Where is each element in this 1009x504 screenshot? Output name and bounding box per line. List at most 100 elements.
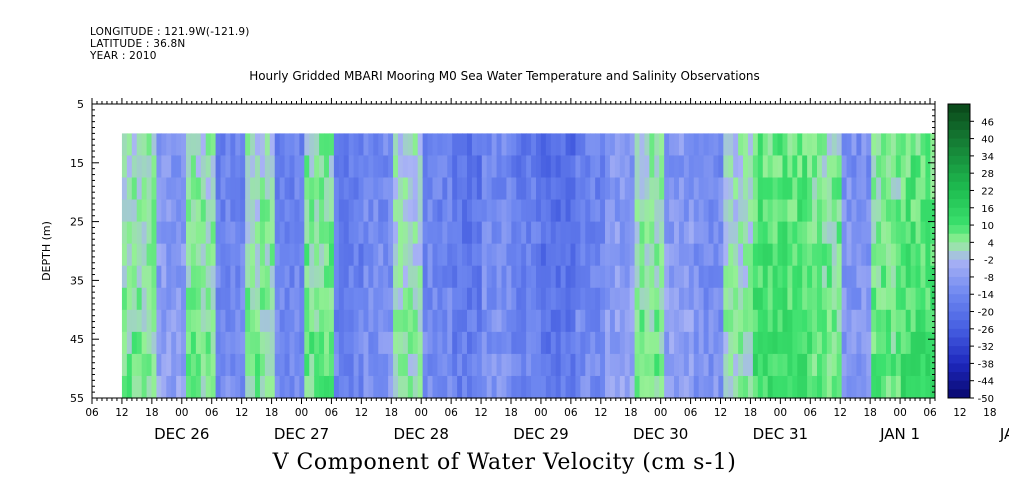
heatmap-cell: [866, 177, 872, 201]
heatmap-cell: [772, 221, 779, 245]
heatmap-cell: [240, 155, 246, 179]
heatmap-cell: [816, 199, 823, 223]
heatmap-cell: [674, 265, 680, 289]
heatmap-cell: [846, 331, 853, 355]
heatmap-cell: [457, 133, 463, 157]
heatmap-cell: [427, 199, 434, 223]
heatmap-cell: [215, 375, 222, 399]
heatmap-cell: [299, 155, 305, 179]
heatmap-cell: [664, 331, 670, 355]
heatmap-cell: [368, 265, 374, 289]
heatmap-cell: [669, 133, 675, 157]
heatmap-cell: [555, 287, 562, 311]
heatmap-cell: [200, 133, 207, 157]
heatmap-cell: [654, 309, 660, 333]
heatmap-cell: [299, 353, 305, 377]
heatmap-cell: [215, 309, 222, 333]
heatmap-cell: [807, 375, 813, 399]
heatmap-cell: [304, 133, 310, 157]
colorbar-band: [948, 233, 970, 243]
heatmap-cell: [255, 353, 261, 377]
heatmap-cell: [373, 287, 379, 311]
heatmap-cell: [920, 155, 927, 179]
heatmap-cell: [895, 353, 902, 377]
heatmap-cell: [550, 243, 557, 267]
heatmap-cell: [343, 309, 350, 333]
heatmap-cell: [644, 309, 650, 333]
heatmap-cell: [846, 265, 853, 289]
heatmap-cell: [920, 221, 927, 245]
heatmap-cell: [220, 265, 227, 289]
heatmap-cell: [511, 287, 517, 311]
x-hour-label: 18: [624, 407, 637, 419]
heatmap-cell: [447, 309, 453, 333]
heatmap-cell: [230, 265, 236, 289]
heatmap-cell: [126, 353, 133, 377]
heatmap-cell: [195, 243, 202, 267]
heatmap-cell: [733, 133, 739, 157]
heatmap-cell: [427, 331, 434, 355]
heatmap-cell: [723, 353, 729, 377]
heatmap-cell: [659, 243, 665, 267]
heatmap-cell: [338, 243, 345, 267]
heatmap-cell: [171, 309, 177, 333]
heatmap-cell: [368, 309, 374, 333]
heatmap-cell: [481, 331, 488, 355]
heatmap-cell: [669, 331, 675, 355]
heatmap-cell: [255, 155, 261, 179]
heatmap-cell: [846, 155, 853, 179]
heatmap-cell: [664, 375, 670, 399]
heatmap-cell: [432, 375, 439, 399]
heatmap-cell: [797, 243, 803, 267]
heatmap-cell: [274, 199, 281, 223]
heatmap-cell: [171, 353, 177, 377]
heatmap-cell: [654, 375, 660, 399]
y-tick-label: 15: [70, 157, 84, 170]
heatmap-cell: [752, 221, 759, 245]
heatmap-cell: [195, 177, 202, 201]
heatmap-cell: [910, 265, 917, 289]
heatmap-cell: [264, 243, 271, 267]
heatmap-cell: [427, 265, 434, 289]
heatmap-cell: [787, 243, 793, 267]
x-hour-label: 12: [115, 407, 128, 419]
heatmap-cell: [772, 177, 779, 201]
heatmap-cell: [250, 353, 256, 377]
heatmap-cell: [496, 265, 503, 289]
heatmap-cell: [309, 221, 315, 245]
heatmap-cell: [609, 177, 616, 201]
heatmap-cell: [634, 287, 641, 311]
heatmap-cell: [269, 199, 276, 223]
heatmap-cell: [728, 199, 734, 223]
heatmap-cell: [220, 133, 227, 157]
heatmap-cell: [195, 133, 202, 157]
heatmap-cell: [861, 287, 867, 311]
heatmap-cell: [614, 375, 621, 399]
heatmap-cell: [802, 133, 808, 157]
colorbar-band: [948, 302, 970, 313]
heatmap-cell: [841, 353, 848, 377]
heatmap-cell: [866, 199, 872, 223]
heatmap-cell: [294, 353, 300, 377]
heatmap-cell: [141, 243, 148, 267]
heatmap-cell: [338, 353, 345, 377]
heatmap-cell: [255, 221, 261, 245]
heatmap-cell: [590, 199, 596, 223]
heatmap-cell: [624, 353, 631, 377]
heatmap-cell: [871, 265, 877, 289]
heatmap-cell: [442, 177, 448, 201]
heatmap-cell: [121, 331, 128, 355]
heatmap-cell: [881, 133, 887, 157]
heatmap-cell: [890, 375, 897, 399]
heatmap-cell: [161, 287, 167, 311]
heatmap-cell: [407, 375, 414, 399]
heatmap-cell: [678, 309, 685, 333]
heatmap-cell: [536, 309, 542, 333]
heatmap-cell: [757, 177, 764, 201]
heatmap-cell: [324, 155, 330, 179]
heatmap-cell: [422, 177, 429, 201]
heatmap-cell: [457, 287, 463, 311]
heatmap-cell: [151, 133, 158, 157]
heatmap-cell: [674, 309, 680, 333]
heatmap-cell: [836, 243, 843, 267]
